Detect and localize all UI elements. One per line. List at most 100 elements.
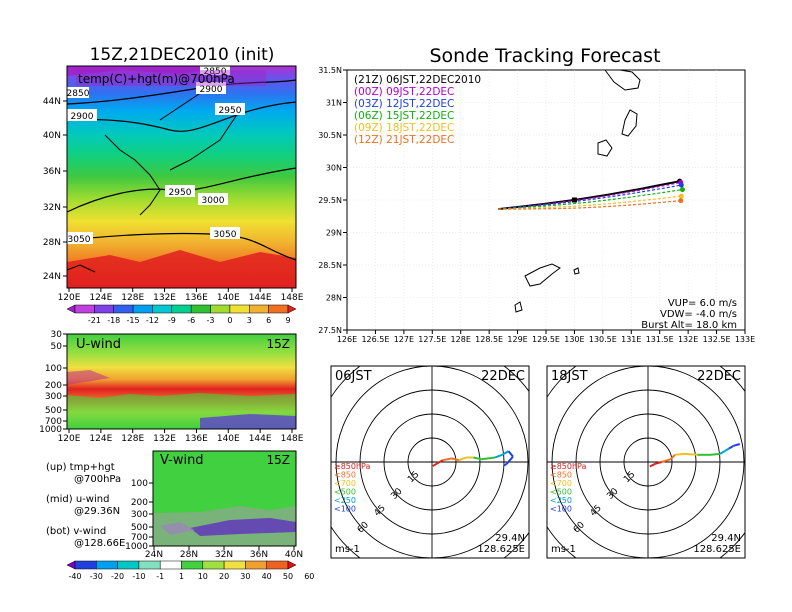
hodograph-trace-segment — [669, 454, 676, 461]
hodograph-level-legend: ≥850hPa — [334, 462, 371, 471]
track-legend-item: (06Z) 15JST,22DEC — [354, 110, 454, 122]
u-wind-panel: U-wind 15Z — [66, 333, 297, 430]
temp-colorbar-cell — [210, 304, 231, 314]
top-lon-tick-label: 120E — [58, 293, 81, 303]
temp-colorbar-label: -21 — [88, 316, 101, 325]
sonde-track-end-marker — [678, 198, 684, 204]
hodograph-level-legend: <700 — [334, 479, 356, 488]
v-y-tick-label: 1000 — [125, 542, 148, 552]
top-lat-tick-label: 28N — [43, 238, 61, 248]
u-x-tick-label: 120E — [58, 434, 81, 444]
temp-colorbar: -21 -18 -15 -12 -9 -6 -3 0 3 6 9 — [66, 304, 297, 325]
hodograph-level-legend: <250 — [334, 496, 356, 505]
track-lat-tick-label: 30.5N — [318, 131, 342, 140]
hodograph-trace-segment — [728, 444, 735, 450]
u-wind-label: U-wind — [76, 337, 121, 352]
hodograph-trace-segment — [451, 457, 460, 462]
wind-colorbar-label: -40 — [68, 572, 81, 581]
u-y-tick-label: 1000 — [39, 425, 62, 435]
wind-colorbar-label: -20 — [111, 572, 124, 581]
v-y-tick-label: 200 — [131, 498, 148, 508]
track-info: VUP= 6.0 m/s VDW= -4.0 m/s Burst Alt= 18… — [641, 298, 737, 331]
legend-up-1: (up) tmp+hgt — [46, 462, 115, 473]
contour-label: 2900 — [71, 112, 94, 122]
track-lon-tick-label: 129E — [507, 335, 527, 344]
u-x-tick-label: 136E — [185, 434, 208, 444]
hodograph-trace-segment — [674, 452, 685, 456]
wind-colorbar-cell — [74, 560, 97, 570]
wind-colorbar-cell — [245, 560, 267, 570]
temp-colorbar-cell — [171, 304, 192, 314]
v-x-tick-label: 40N — [285, 550, 303, 560]
track-marker — [571, 197, 577, 203]
hodograph-trace-segment — [507, 450, 514, 458]
top-lat-tick-label: 36N — [43, 167, 61, 177]
u-wind-time: 15Z — [267, 337, 291, 351]
track-lon-tick-label: 128E — [451, 335, 471, 344]
hodograph-level-legend: ≥850hPa — [550, 462, 587, 471]
temp-colorbar-cell — [268, 304, 289, 314]
wind-colorbar-cell — [266, 560, 289, 570]
track-legend: (21Z) 06JST,22DEC2010(00Z) 09JST,22DEC(0… — [354, 74, 481, 146]
track-lon-tick-label: 126.5E — [361, 335, 389, 344]
top-lon-ticks: 120E 124E 128E 132E 136E 140E 144E 148E — [58, 288, 304, 303]
u-x-tick-label: 144E — [249, 434, 272, 444]
map-label: temp(C)+hgt(m)@700hPa — [78, 72, 235, 86]
temp-colorbar-cell — [190, 304, 211, 314]
track-lat-ticks: 31.5N 31N 30.5N 30N 29.5N 29N 28.5N 28N 27.5N — [318, 66, 347, 335]
top-lon-tick-label: 148E — [281, 293, 304, 303]
track-lat-tick-label: 31N — [326, 99, 342, 108]
wind-colorbar-cell — [96, 560, 118, 570]
burst-alt-text: Burst Alt= 18.0 km — [641, 320, 737, 331]
temp-colorbar-label: 9 — [285, 316, 290, 325]
wind-colorbar-arrow-left — [66, 560, 76, 570]
hodograph-level-legend: <700 — [550, 479, 572, 488]
hodograph-lon: 128.625E — [477, 544, 525, 555]
v-y-tick-label: 500 — [131, 523, 148, 533]
wind-colorbar-cell — [117, 560, 140, 570]
temp-colorbar-label: 0 — [227, 316, 232, 325]
contour-label: 2850 — [67, 89, 90, 99]
legend-bot-1: (bot) v-wind — [46, 526, 106, 537]
sonde-track-line — [498, 200, 681, 210]
legend-mid-1: (mid) u-wind — [46, 494, 109, 505]
right-title: Sonde Tracking Forecast — [429, 45, 660, 67]
hodograph-trace-segment — [649, 462, 656, 468]
temp-colorbar-label: 6 — [266, 316, 271, 325]
wind-colorbar-label: 20 — [219, 572, 229, 581]
track-lat-tick-label: 29.5N — [318, 196, 342, 205]
hodograph-units: ms-1 — [335, 544, 360, 555]
track-lat-tick-label: 27.5N — [318, 326, 342, 335]
hodograph-trace-segment — [683, 452, 698, 456]
temp-colorbar-cell — [113, 304, 134, 314]
sonde-track-line — [498, 189, 683, 210]
hodograph-trace-segment — [503, 462, 508, 467]
v-x-tick-label: 36N — [250, 550, 268, 560]
contour-label: 3000 — [202, 196, 225, 206]
v-x-tick-label: 32N — [215, 550, 233, 560]
wind-colorbar-label: 50 — [283, 572, 293, 581]
u-y-tick-label: 700 — [45, 417, 62, 427]
hodograph-trace-segment — [654, 461, 662, 465]
contour-label: 2900 — [200, 85, 223, 95]
contour-label: 3050 — [214, 230, 237, 240]
left-title: 15Z,21DEC2010 (init) — [90, 45, 275, 65]
top-lon-tick-label: 136E — [185, 293, 208, 303]
track-lat-tick-label: 29N — [326, 229, 342, 238]
sonde-track-end-marker — [679, 187, 685, 193]
hodograph-lat: 29.4N — [495, 533, 525, 544]
wind-colorbar-label: 1 — [179, 572, 184, 581]
wind-colorbar-cell — [159, 560, 182, 570]
v-wind-panel: V-wind 15Z — [152, 450, 297, 547]
wind-colorbar-cell — [138, 560, 161, 570]
temp-colorbar-label: 3 — [247, 316, 252, 325]
u-x-tick-label: 140E — [217, 434, 240, 444]
u-y-tick-label: 300 — [45, 392, 62, 402]
hodograph-level-legend: <250 — [550, 496, 572, 505]
hodograph-lat: 29.4N — [711, 533, 741, 544]
v-y-tick-label: 700 — [131, 533, 148, 543]
top-lat-ticks: 44N 40N 36N 32N 28N 24N — [43, 97, 67, 282]
top-lon-tick-label: 132E — [153, 293, 176, 303]
track-lat-tick-label: 31.5N — [318, 66, 342, 75]
